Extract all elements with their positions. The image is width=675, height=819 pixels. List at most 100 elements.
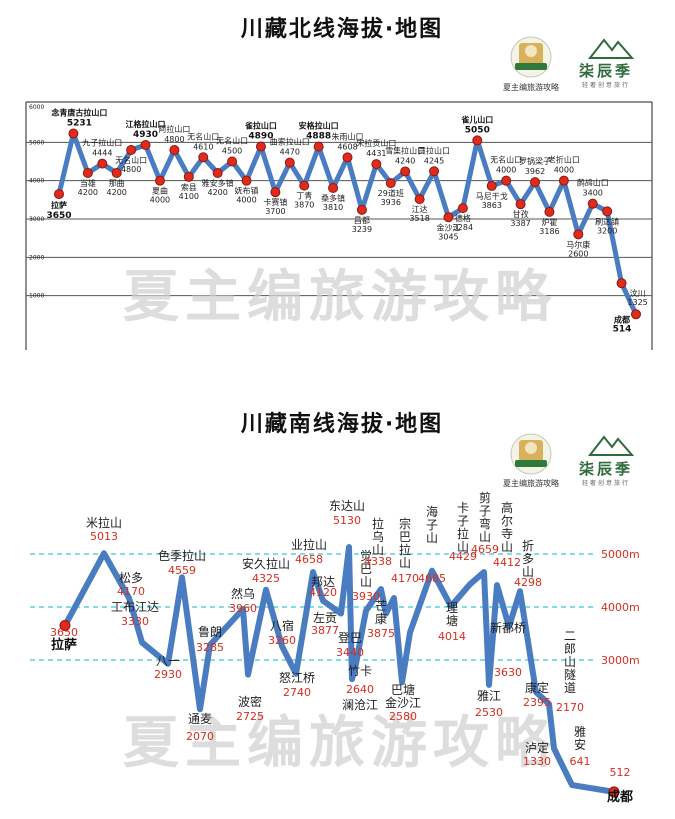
point-name-label: 成都 <box>607 789 633 805</box>
y-tick-label: 5000 <box>29 139 44 146</box>
point-value-label: 2070 <box>186 730 214 743</box>
point-value-label: 3518 <box>409 214 429 223</box>
north-labels: 拉萨3650念青唐古拉山口5231当雄4200九子拉山口4444那曲4200无名… <box>46 107 647 334</box>
point-value-label: 4500 <box>222 147 242 156</box>
south-points <box>59 620 620 798</box>
point-value-label: 4200 <box>78 188 98 197</box>
point-value-label: 3810 <box>323 203 343 212</box>
point-name-label: 澜沧江 <box>342 697 378 712</box>
point-value-label: 3045 <box>438 232 458 241</box>
point-value-label: 5050 <box>465 125 490 135</box>
point-name-label: 鲁朗 <box>198 625 222 639</box>
y-tick-label: 2000 <box>29 254 44 261</box>
south-series-line <box>62 544 617 795</box>
point-value-label: 3650 <box>46 211 71 221</box>
point-name-label: 无名山口 <box>187 131 219 141</box>
watermark-north: 夏主编旅游攻略 <box>123 265 557 330</box>
partner-tagline: 轻奢创意旅行 <box>582 81 630 89</box>
point-name-label: 阿拉山口 <box>158 124 190 134</box>
point-value-label: 3330 <box>121 615 149 628</box>
point-value-label: 5130 <box>333 514 361 527</box>
data-point <box>602 206 613 217</box>
point-name-label: 芒康 <box>375 598 387 626</box>
point-value-label: 4659 <box>471 543 499 556</box>
mountain-logo-icon <box>587 38 635 59</box>
point-name-label: 安格拉山口 <box>299 121 339 131</box>
point-name-label: 东达山 <box>329 499 365 513</box>
point-value-label: 3936 <box>381 198 401 207</box>
data-point <box>544 206 555 217</box>
point-value-label: 2725 <box>236 710 264 723</box>
watermark-south: 夏主编旅游攻略 <box>123 711 557 776</box>
point-name-label: 无名山口 <box>216 136 248 146</box>
end-point <box>608 786 620 798</box>
y-tick-label: 6000 <box>29 104 44 111</box>
point-name-label: 卡赛镇 <box>263 197 287 207</box>
mountain-logo-icon <box>587 435 635 456</box>
data-point <box>54 189 64 200</box>
point-name-label: 那曲 <box>109 178 125 188</box>
data-point <box>299 180 310 191</box>
logo-face-icon <box>525 45 537 57</box>
south-labels: 拉萨3650米拉山5013松多4170工布江达3330八一2930色季拉山455… <box>50 490 633 805</box>
data-point <box>342 152 353 163</box>
point-value-label: 4608 <box>337 142 357 151</box>
start-point <box>59 620 71 632</box>
data-point <box>515 199 526 210</box>
point-value-label: 4444 <box>92 149 112 158</box>
point-value-label: 3400 <box>583 189 603 198</box>
point-name-label: 甘孜 <box>513 209 529 219</box>
point-name-label: 康定 <box>525 680 549 695</box>
data-point <box>169 145 180 155</box>
point-value-label: 3285 <box>196 641 224 654</box>
point-name-label: 拉萨 <box>51 200 67 210</box>
point-value-label: 4888 <box>306 132 331 142</box>
data-point <box>82 168 93 178</box>
partner-name: 柒辰季 <box>579 62 633 80</box>
point-value-label: 2930 <box>154 668 182 681</box>
point-name-label: 雀儿山口 <box>460 114 493 124</box>
point-name-label: 左贡 <box>313 610 337 625</box>
partner-name-south: 柒辰季 <box>579 460 633 478</box>
data-point <box>270 187 281 198</box>
point-value-label: 3239 <box>352 225 372 234</box>
data-point <box>501 175 512 186</box>
point-name-label: 罗锅梁子 <box>519 156 551 166</box>
point-value-label: 2580 <box>389 710 417 723</box>
point-value-label: 5231 <box>67 118 92 128</box>
point-name-label: 理塘 <box>446 601 458 628</box>
brand-caption: 夏主编旅游攻略 <box>503 82 559 92</box>
point-value-label: 3200 <box>597 226 617 235</box>
data-point <box>587 198 598 209</box>
data-point <box>111 168 122 178</box>
point-name-label: 拉乌山 <box>372 516 384 557</box>
point-value-label: 3962 <box>525 167 545 176</box>
brand-block: 夏主编旅游攻略 柒辰季 轻奢创意旅行 <box>503 36 635 92</box>
point-name-label: 老折山口 <box>548 155 580 165</box>
point-value-label: 4240 <box>395 156 415 165</box>
point-value-label: 4170 <box>117 585 145 598</box>
point-name-label: 无名山口 <box>490 155 522 165</box>
point-value-label: 4014 <box>438 630 466 643</box>
point-value-label: 1330 <box>523 755 551 768</box>
point-value-label: 514 <box>613 324 632 334</box>
data-point <box>328 182 339 193</box>
point-name-label: 桑多镇 <box>321 193 345 203</box>
point-value-label: 4559 <box>168 564 196 577</box>
point-value-label: 3700 <box>265 207 285 216</box>
data-point <box>140 140 151 151</box>
point-name-label: 念青唐古拉山口 <box>50 107 107 117</box>
north-y-axis: 6000 5000 4000 3000 2000 1000 <box>29 104 44 300</box>
point-value-label: 3284 <box>453 223 473 232</box>
data-point <box>371 159 382 170</box>
point-value-label: 3260 <box>268 634 296 647</box>
north-points <box>54 128 641 320</box>
data-point <box>68 128 79 139</box>
point-name-label: 当雄 <box>80 178 96 188</box>
point-name-label: 曲索拉山口 <box>270 137 310 147</box>
logo-banner-icon <box>515 63 547 70</box>
point-value-label: 4298 <box>514 576 542 589</box>
point-name-label: 索县 <box>181 182 197 192</box>
point-value-label: 3630 <box>494 666 522 679</box>
